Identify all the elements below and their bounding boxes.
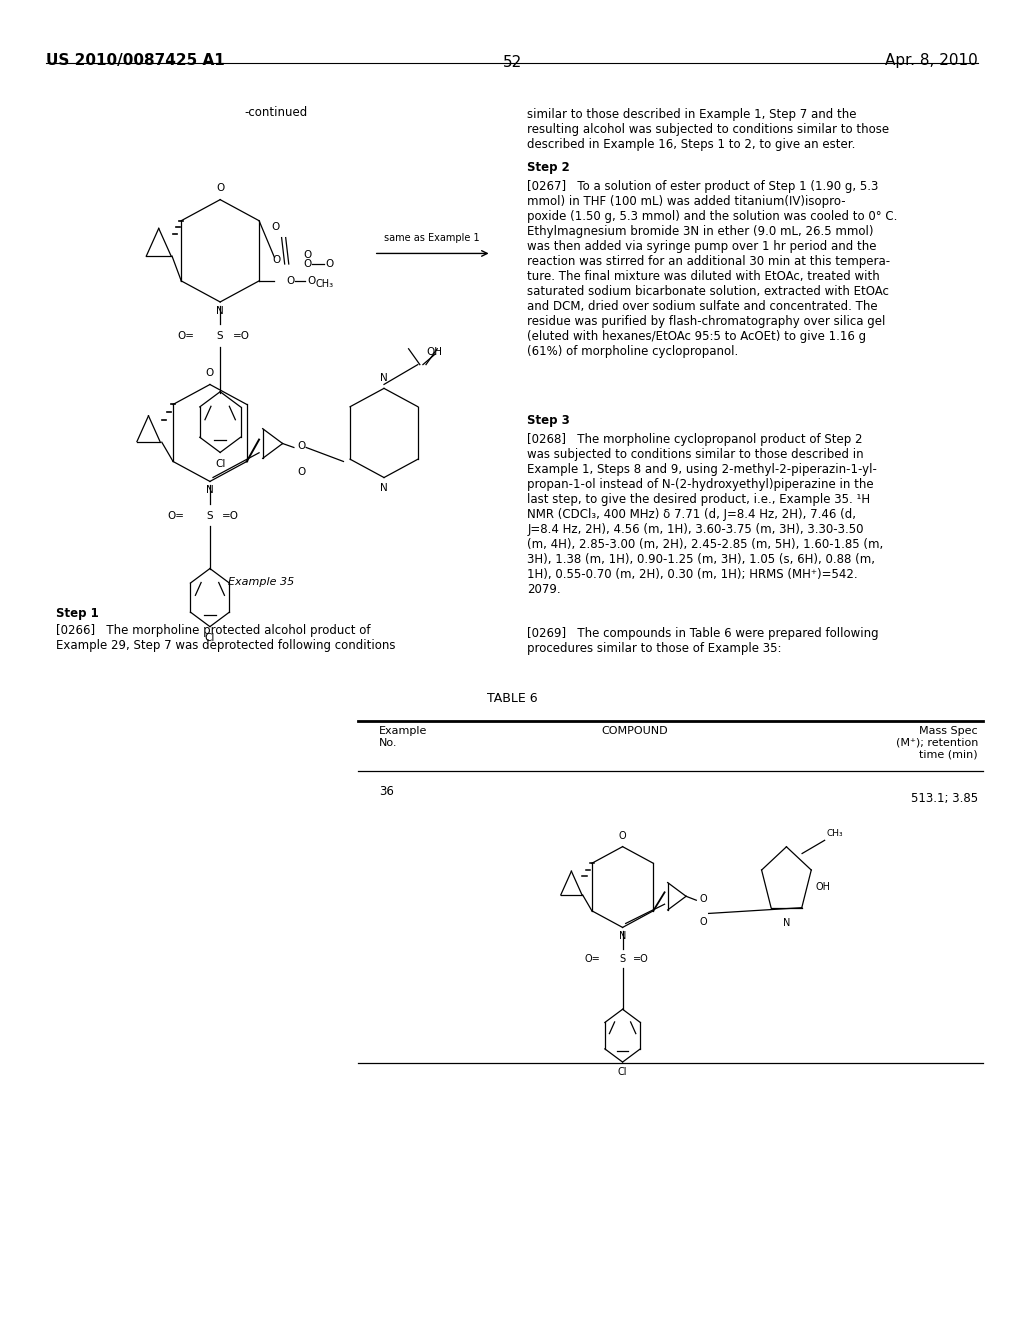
Text: O: O [618,832,627,841]
Text: CH₃: CH₃ [315,279,334,289]
Text: OH: OH [815,882,830,892]
Text: N: N [380,483,388,492]
Text: O: O [307,276,315,286]
Text: N: N [206,486,214,495]
Text: Cl: Cl [215,459,225,469]
Text: O: O [303,259,311,269]
Text: [0267]   To a solution of ester product of Step 1 (1.90 g, 5.3
mmol) in THF (100: [0267] To a solution of ester product of… [527,180,898,358]
Text: 52: 52 [503,55,521,70]
Text: O: O [216,183,224,193]
Text: [0266]   The morpholine protected alcohol product of
Example 29, Step 7 was depr: [0266] The morpholine protected alcohol … [56,624,396,652]
Text: US 2010/0087425 A1: US 2010/0087425 A1 [46,53,225,67]
Text: OH: OH [426,347,442,356]
Text: N: N [216,306,224,315]
Text: COMPOUND: COMPOUND [601,726,669,737]
Text: O: O [297,441,305,451]
Text: N: N [618,932,627,941]
Text: O=: O= [167,511,184,521]
Text: [0269]   The compounds in Table 6 were prepared following
procedures similar to : [0269] The compounds in Table 6 were pre… [527,627,879,655]
Text: N: N [380,374,388,383]
Text: TABLE 6: TABLE 6 [486,692,538,705]
Text: S: S [207,511,213,521]
Text: S: S [620,954,626,964]
Text: Step 2: Step 2 [527,161,570,174]
Text: 513.1; 3.85: 513.1; 3.85 [910,792,978,805]
Text: Cl: Cl [205,634,215,643]
Text: S: S [217,331,223,342]
Text: =O: =O [222,511,240,521]
Text: N: N [782,919,791,928]
Text: O: O [206,368,214,378]
Text: O: O [699,917,707,928]
Text: Step 1: Step 1 [56,607,99,620]
Text: O: O [287,276,295,286]
Text: O=: O= [585,954,600,964]
Text: =O: =O [232,331,250,342]
Text: CH₃: CH₃ [826,829,844,838]
Text: O=: O= [177,331,195,342]
Text: Example 35: Example 35 [228,577,294,587]
Text: O: O [699,894,707,904]
Text: C: C [272,275,279,284]
Text: O: O [271,222,280,232]
Text: similar to those described in Example 1, Step 7 and the
resulting alcohol was su: similar to those described in Example 1,… [527,108,890,152]
Text: Step 3: Step 3 [527,414,570,428]
Text: Example
No.: Example No. [379,726,427,747]
Text: [0268]   The morpholine cyclopropanol product of Step 2
was subjected to conditi: [0268] The morpholine cyclopropanol prod… [527,433,884,595]
Text: 36: 36 [379,785,394,799]
Text: Apr. 8, 2010: Apr. 8, 2010 [885,53,978,67]
Text: same as Example 1: same as Example 1 [384,232,480,243]
Text: Mass Spec
(M⁺); retention
time (min): Mass Spec (M⁺); retention time (min) [896,726,978,759]
Text: O: O [326,259,334,269]
Text: O: O [303,249,311,260]
Text: =O: =O [633,954,648,964]
Text: O: O [297,467,305,478]
Text: Cl: Cl [617,1068,628,1077]
Text: -continued: -continued [245,106,308,119]
Text: O: O [272,255,281,265]
